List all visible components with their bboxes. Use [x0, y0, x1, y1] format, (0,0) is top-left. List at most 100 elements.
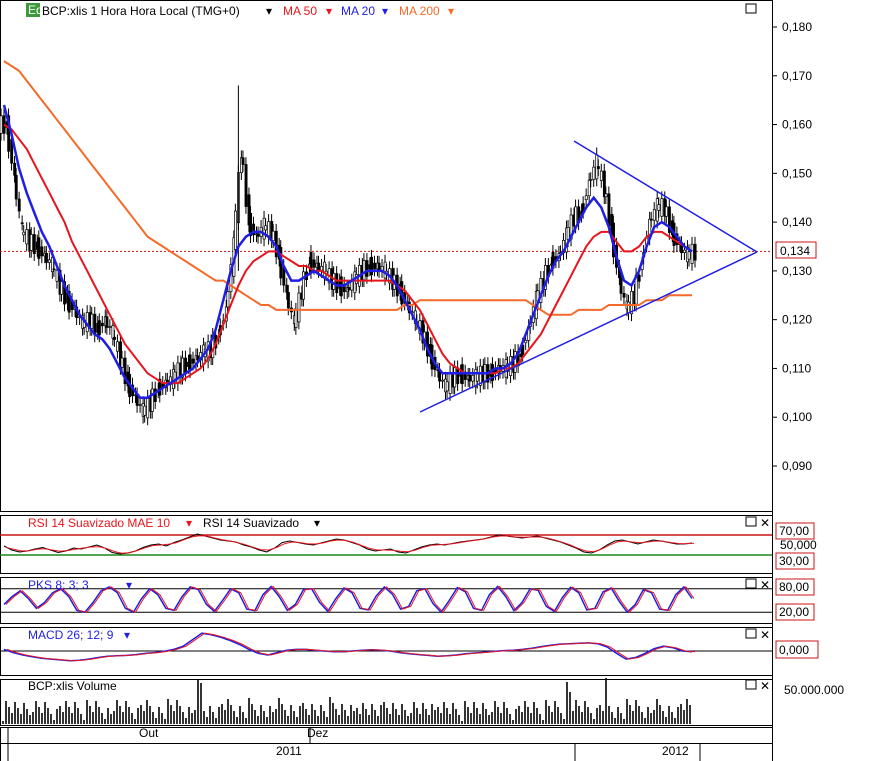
pks-d-line [5, 585, 695, 613]
price-tick-label: 0,180 [782, 20, 812, 34]
maximize-rsi-icon[interactable] [745, 516, 757, 527]
candle-body [456, 367, 460, 385]
last-price-label: 0,134 [780, 244, 810, 258]
close-pks-icon[interactable]: ✕ [760, 578, 770, 592]
close-rsi-icon[interactable]: ✕ [760, 516, 770, 530]
candle-body [244, 164, 248, 207]
ma200-label[interactable]: MA 200 [399, 4, 440, 18]
pks-dropdown-icon[interactable]: ▾ [126, 578, 132, 592]
pks-20-tag [775, 603, 815, 621]
candle-body [143, 405, 147, 416]
candle-body [592, 166, 596, 180]
candle-body [256, 233, 260, 237]
candle-body [100, 322, 104, 327]
ma50-label[interactable]: MA 50 [283, 4, 317, 18]
pks-k-line [3, 585, 693, 614]
month-label-out: Out [139, 726, 159, 740]
close-volume-icon[interactable]: ✕ [760, 679, 770, 693]
candle-body [657, 204, 661, 211]
price-tick-label: 0,130 [782, 264, 812, 278]
candle-body [683, 249, 686, 254]
symbol-dropdown-icon[interactable]: ▾ [266, 4, 272, 18]
candle-body [116, 341, 119, 352]
ma20-dropdown-icon[interactable]: ▾ [382, 4, 388, 18]
maximize-volume-icon[interactable] [745, 679, 757, 690]
candle-body [105, 316, 109, 328]
candle-body [347, 287, 351, 291]
lower-trendline [419, 251, 758, 413]
close-macd-icon[interactable]: ✕ [760, 628, 770, 642]
month-label-dez: Dez [307, 726, 328, 740]
pks-title[interactable]: PKS 8; 3; 3 [28, 578, 89, 592]
candle-body [468, 374, 472, 382]
candle-body [566, 226, 570, 241]
candle-body [113, 336, 116, 340]
macd-zero-tag [775, 640, 819, 659]
candle-body [448, 372, 452, 394]
candles [0, 85, 697, 426]
candle-body [690, 243, 694, 264]
candle-body [509, 356, 513, 376]
candle-body [120, 357, 124, 368]
ma200-dropdown-icon[interactable]: ▾ [448, 4, 454, 18]
candle-body [181, 357, 185, 378]
price-tick-label: 0,160 [782, 118, 812, 132]
rsi-title[interactable]: RSI 14 Suavizado MAE 10 [28, 516, 170, 530]
candle-body [667, 206, 671, 233]
pks-80-tag [775, 578, 815, 596]
candle-body [453, 367, 457, 388]
maximize-pks-icon[interactable] [745, 578, 757, 589]
price-tick-label: 0,150 [782, 166, 812, 180]
candle-body [108, 326, 112, 328]
ma50-line [3, 123, 693, 385]
price-tick-label: 0,170 [782, 69, 812, 83]
pks-20-label: 20,00 [779, 605, 809, 619]
ma50-dropdown-icon[interactable]: ▾ [326, 4, 332, 18]
maximize-macd-icon[interactable] [745, 628, 757, 639]
candle-body [0, 115, 3, 134]
panel-frame-0 [0, 0, 773, 512]
candle-body [150, 388, 154, 412]
candle-body [693, 243, 697, 261]
candle-body [602, 170, 606, 198]
candle-body [649, 218, 653, 221]
candle-body [196, 355, 200, 361]
candle-body [146, 396, 150, 419]
rsi-dropdown-icon[interactable]: ▾ [186, 516, 192, 530]
candle-body [138, 404, 142, 406]
volume-title[interactable]: BCP:xlis Volume [28, 679, 117, 693]
symbol-label[interactable]: BCP:xlis 1 Hora Hora Local (TMG+0) [42, 4, 240, 18]
candle-body [294, 309, 298, 328]
panel-frame-6 [0, 743, 773, 761]
price-tick-label: 0,100 [782, 410, 812, 424]
candle-body [48, 259, 51, 263]
candle-body [25, 229, 29, 245]
price-tick-label: 0,090 [782, 459, 812, 473]
rsi-series-label[interactable]: RSI 14 Suavizado [203, 516, 299, 530]
candle-body [158, 378, 162, 396]
candle-body [652, 209, 656, 221]
candle-body [587, 179, 591, 197]
candle-body [664, 206, 668, 217]
maximize-price-panel-icon[interactable] [745, 3, 757, 14]
candle-body [40, 246, 44, 257]
candle-body [17, 198, 21, 212]
candle-body [584, 195, 588, 201]
macd-title[interactable]: MACD 26; 12; 9 [28, 628, 114, 642]
candle-body [29, 234, 33, 251]
macd-dropdown-icon[interactable]: ▾ [124, 628, 130, 642]
candle-body [52, 268, 56, 271]
ma20-label[interactable]: MA 20 [341, 4, 375, 18]
candle-body [252, 223, 256, 236]
candle-body [383, 261, 387, 279]
candle-body [630, 291, 634, 315]
time-axis [7, 727, 701, 761]
candle-body [67, 291, 71, 313]
candle-body [365, 260, 369, 277]
panel-frame-2 [0, 577, 773, 624]
rsi-signal-line [5, 535, 695, 554]
rsi-series-dropdown-icon[interactable]: ▾ [314, 516, 320, 530]
candle-body [475, 373, 479, 382]
candle-body [604, 193, 608, 198]
candle-body [286, 292, 290, 309]
